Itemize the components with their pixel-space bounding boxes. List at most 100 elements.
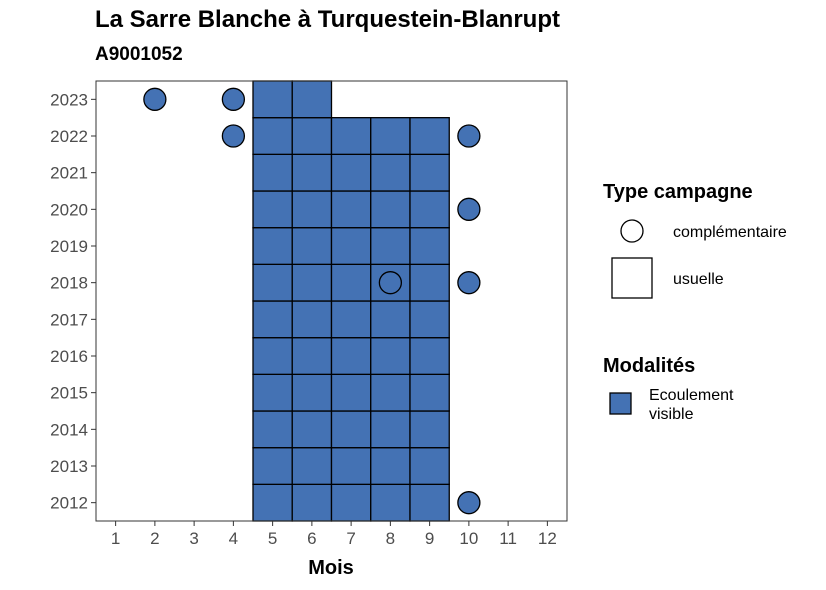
tile-usuelle (330, 337, 372, 375)
tile-usuelle (370, 337, 411, 375)
tile-usuelle (291, 483, 333, 522)
tile-usuelle (252, 300, 293, 339)
legend-key-square (611, 257, 653, 299)
tile-usuelle (330, 263, 372, 302)
point-complementaire (378, 271, 403, 295)
tile-usuelle (252, 190, 293, 229)
tile-usuelle (330, 373, 372, 412)
tile-usuelle (291, 300, 333, 339)
x-tick-label: 1 (111, 529, 120, 548)
tile-usuelle (330, 447, 372, 485)
tile-usuelle (252, 117, 293, 155)
tile-usuelle (370, 410, 411, 449)
chart-subtitle: A9001052 (95, 44, 183, 65)
tile-usuelle (370, 117, 411, 155)
legend-title-modalites: Modalités (603, 355, 695, 377)
x-tick-label: 3 (189, 529, 198, 548)
x-tick-label: 12 (538, 529, 557, 548)
y-tick-label: 2017 (50, 310, 88, 329)
tile-usuelle (291, 153, 333, 192)
tile-usuelle (409, 300, 450, 339)
y-tick-label: 2016 (50, 347, 88, 366)
x-tick-label: 8 (386, 529, 395, 548)
x-tick-label: 2 (150, 529, 159, 548)
tile-usuelle (291, 337, 333, 375)
tile-usuelle (409, 153, 450, 192)
point-complementaire (457, 124, 481, 148)
tile-usuelle (291, 410, 333, 449)
tile-usuelle (252, 263, 293, 302)
tile-usuelle (291, 227, 333, 265)
point-complementaire (457, 197, 481, 221)
tile-usuelle (370, 483, 411, 522)
tile-usuelle (330, 300, 372, 339)
point-complementaire (457, 271, 481, 295)
tile-usuelle (370, 153, 411, 192)
tile-usuelle (330, 227, 372, 265)
tile-usuelle (291, 117, 333, 155)
tile-usuelle (291, 263, 333, 302)
point-complementaire (457, 491, 481, 515)
x-tick-label: 10 (459, 529, 478, 548)
tile-usuelle (291, 80, 333, 119)
y-tick-label: 2020 (50, 200, 88, 219)
y-tick-label: 2018 (50, 274, 88, 293)
tile-usuelle (252, 447, 293, 485)
point-complementaire (221, 124, 246, 148)
tile-usuelle (330, 410, 372, 449)
y-tick-label: 2021 (50, 164, 88, 183)
tile-usuelle (409, 447, 450, 485)
point-complementaire (143, 87, 167, 111)
legend-label: visible (649, 406, 694, 423)
tile-usuelle (409, 117, 450, 155)
x-tick-label: 5 (268, 529, 277, 548)
y-tick-label: 2023 (50, 90, 88, 109)
legend: Type campagne complémentaire usuelle Moda… (603, 181, 787, 423)
tile-usuelle (409, 227, 450, 265)
tile-usuelle (252, 373, 293, 412)
point-complementaire (221, 87, 246, 111)
y-axis: 2012 2013 2014 2015 2016 2017 2018 2019 2020 2021… (50, 90, 96, 513)
legend-label: Ecoulement (649, 387, 734, 404)
x-tick-label: 6 (307, 529, 316, 548)
tile-usuelle (330, 190, 372, 229)
x-axis-title: Mois (308, 557, 354, 579)
tile-usuelle (409, 373, 450, 412)
tile-usuelle (409, 483, 450, 522)
legend-title-type-campagne: Type campagne (603, 181, 753, 203)
tile-usuelle (291, 190, 333, 229)
legend-key-circle (620, 219, 644, 243)
tile-usuelle (291, 447, 333, 485)
tile-usuelle (409, 190, 450, 229)
y-tick-label: 2015 (50, 384, 88, 403)
tile-usuelle (370, 447, 411, 485)
tile-usuelle (330, 117, 372, 155)
tile-usuelle (370, 190, 411, 229)
tile-usuelle (370, 227, 411, 265)
tile-usuelle (252, 153, 293, 192)
x-axis: 1 2 3 4 5 6 7 8 9 10 11 12 (111, 521, 557, 548)
x-tick-label: 7 (346, 529, 355, 548)
legend-key-fill (609, 392, 632, 415)
tile-usuelle (252, 227, 293, 265)
x-tick-label: 4 (229, 529, 238, 548)
y-tick-label: 2022 (50, 127, 88, 146)
tile-usuelle (370, 373, 411, 412)
plot-border (95, 80, 568, 522)
legend-label: complémentaire (673, 224, 787, 241)
tile-usuelle (252, 80, 293, 119)
y-tick-label: 2012 (50, 494, 88, 513)
tile-usuelle (291, 373, 333, 412)
tile-usuelle (409, 410, 450, 449)
plot-panel (95, 80, 568, 522)
y-tick-label: 2014 (50, 420, 88, 439)
tile-usuelle (409, 263, 450, 302)
tile-usuelle (330, 483, 372, 522)
x-tick-label: 11 (499, 529, 517, 548)
tile-usuelle (370, 300, 411, 339)
legend-label: usuelle (673, 271, 724, 288)
y-tick-label: 2019 (50, 237, 88, 256)
tile-usuelle (252, 410, 293, 449)
tile-usuelle (409, 337, 450, 375)
